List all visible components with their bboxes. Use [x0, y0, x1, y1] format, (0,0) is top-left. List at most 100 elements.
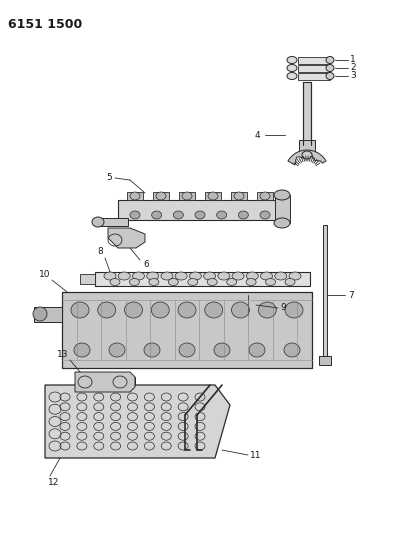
Ellipse shape [149, 279, 159, 286]
Polygon shape [298, 64, 330, 71]
Ellipse shape [71, 302, 89, 318]
Ellipse shape [130, 211, 140, 219]
Ellipse shape [147, 272, 159, 280]
Ellipse shape [326, 72, 334, 79]
Ellipse shape [173, 211, 183, 219]
Ellipse shape [98, 302, 116, 318]
Ellipse shape [152, 211, 162, 219]
Polygon shape [231, 192, 247, 200]
Ellipse shape [144, 343, 160, 357]
Ellipse shape [92, 217, 104, 227]
Ellipse shape [249, 343, 265, 357]
Ellipse shape [204, 272, 215, 280]
Ellipse shape [208, 192, 218, 200]
Ellipse shape [182, 192, 192, 200]
Ellipse shape [240, 295, 256, 315]
Ellipse shape [189, 272, 202, 280]
Polygon shape [95, 272, 310, 286]
Polygon shape [298, 72, 330, 79]
Text: 11: 11 [250, 450, 262, 459]
Text: 3: 3 [350, 71, 356, 80]
Text: 9: 9 [280, 303, 286, 312]
Ellipse shape [287, 72, 297, 79]
Ellipse shape [151, 302, 169, 318]
Polygon shape [75, 377, 135, 385]
Text: 12: 12 [48, 478, 60, 487]
Ellipse shape [156, 192, 166, 200]
Ellipse shape [238, 211, 248, 219]
Ellipse shape [104, 272, 116, 280]
Polygon shape [303, 82, 311, 145]
Polygon shape [257, 192, 273, 200]
Ellipse shape [169, 279, 178, 286]
Ellipse shape [214, 343, 230, 357]
Ellipse shape [261, 272, 273, 280]
Ellipse shape [130, 192, 140, 200]
Polygon shape [75, 372, 135, 392]
Ellipse shape [302, 151, 312, 159]
Text: 6151 1500: 6151 1500 [8, 18, 82, 31]
Ellipse shape [218, 272, 230, 280]
Ellipse shape [161, 272, 173, 280]
Text: 4: 4 [254, 131, 260, 140]
Polygon shape [80, 274, 95, 284]
Ellipse shape [274, 218, 290, 228]
Polygon shape [299, 140, 315, 152]
Ellipse shape [133, 272, 144, 280]
Ellipse shape [232, 272, 244, 280]
Ellipse shape [129, 279, 140, 286]
Ellipse shape [258, 302, 276, 318]
Text: 1: 1 [350, 55, 356, 64]
Polygon shape [108, 228, 145, 248]
Text: 8: 8 [97, 247, 103, 256]
Ellipse shape [227, 279, 237, 286]
Ellipse shape [287, 56, 297, 63]
Ellipse shape [326, 56, 334, 63]
Ellipse shape [195, 211, 205, 219]
Ellipse shape [74, 343, 90, 357]
Ellipse shape [217, 211, 227, 219]
Polygon shape [153, 192, 169, 200]
Ellipse shape [109, 343, 125, 357]
Ellipse shape [285, 302, 303, 318]
Ellipse shape [175, 272, 187, 280]
Ellipse shape [246, 272, 258, 280]
Text: 5: 5 [106, 174, 112, 182]
Polygon shape [205, 192, 221, 200]
Ellipse shape [231, 302, 250, 318]
Ellipse shape [285, 279, 295, 286]
Polygon shape [179, 192, 195, 200]
Ellipse shape [284, 343, 300, 357]
Polygon shape [127, 192, 143, 200]
Polygon shape [45, 385, 230, 458]
Ellipse shape [266, 279, 275, 286]
Polygon shape [298, 56, 330, 63]
Text: 6: 6 [143, 260, 149, 269]
Polygon shape [275, 195, 290, 223]
Ellipse shape [33, 307, 47, 321]
Ellipse shape [188, 279, 198, 286]
Ellipse shape [287, 64, 297, 71]
Text: 10: 10 [38, 270, 50, 279]
Polygon shape [34, 307, 62, 322]
Ellipse shape [179, 343, 195, 357]
Ellipse shape [118, 272, 130, 280]
Ellipse shape [207, 279, 217, 286]
Ellipse shape [124, 302, 142, 318]
Ellipse shape [178, 302, 196, 318]
Polygon shape [98, 218, 128, 226]
Ellipse shape [260, 211, 270, 219]
Ellipse shape [326, 64, 334, 71]
Polygon shape [323, 225, 327, 358]
Text: 13: 13 [56, 350, 68, 359]
Text: 7: 7 [348, 290, 354, 300]
Polygon shape [319, 356, 331, 365]
Ellipse shape [234, 192, 244, 200]
Ellipse shape [289, 272, 301, 280]
Polygon shape [118, 200, 282, 220]
Polygon shape [288, 150, 326, 165]
Ellipse shape [274, 190, 290, 200]
Ellipse shape [205, 302, 223, 318]
Ellipse shape [260, 192, 270, 200]
Ellipse shape [110, 279, 120, 286]
